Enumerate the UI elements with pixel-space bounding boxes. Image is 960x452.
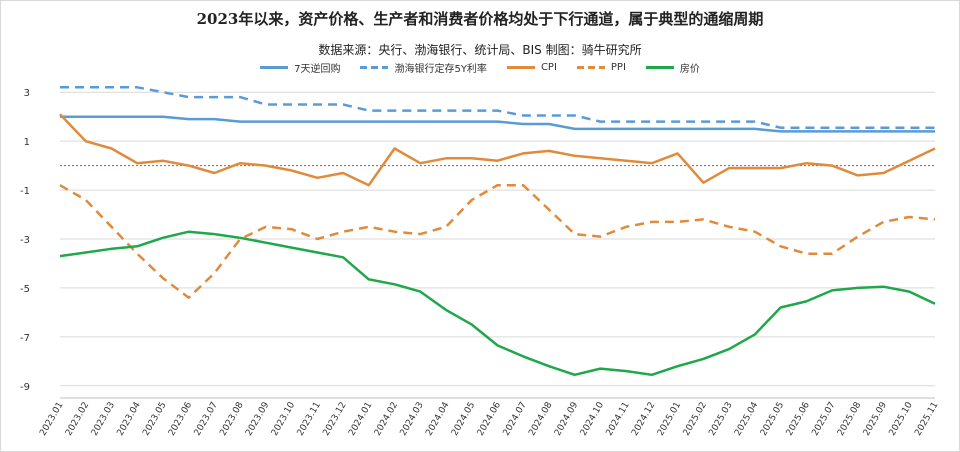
legend-swatch: [360, 66, 389, 69]
x-tick-label: 2025.05: [759, 401, 786, 438]
series-line-1: [60, 86, 935, 129]
legend-swatch: [576, 66, 605, 69]
y-tick-label: -5: [20, 284, 30, 295]
legend-label: 房价: [679, 64, 700, 75]
x-tick-label: 2023.09: [244, 400, 271, 437]
chart-subtitle: 数据来源：央行、渤海银行、统计局、BIS 制图：骑牛研究所: [318, 43, 642, 57]
legend-item: PPI: [576, 60, 626, 75]
legend-swatch: [260, 66, 289, 69]
series-line-3: [59, 183, 936, 299]
legend-swatch: [506, 66, 535, 69]
x-tick-label: 2023.12: [321, 401, 348, 438]
x-tick-label: 2025.10: [888, 400, 915, 437]
x-tick-label: 2024.05: [450, 401, 477, 438]
y-tick-label: -9: [20, 382, 30, 393]
x-tick-label: 2024.12: [630, 401, 657, 438]
x-tick-label: 2023.03: [90, 401, 117, 438]
x-tick-label: 2025.11: [913, 401, 940, 438]
x-tick-label: 2024.08: [527, 400, 554, 437]
x-tick-label: 2023.08: [218, 400, 245, 437]
legend-item: 房价: [645, 60, 700, 75]
x-tick-label: 2025.09: [862, 400, 889, 437]
x-tick-label: 2023.02: [64, 401, 91, 438]
x-tick-label: 2025.04: [733, 400, 760, 437]
x-tick-label: 2025.06: [785, 400, 812, 437]
x-tick-label: 2024.09: [553, 400, 580, 437]
legend-item: CPI: [506, 60, 557, 75]
x-tick-label: 2023.10: [270, 400, 297, 437]
x-tick-label: 2024.06: [476, 400, 503, 437]
legend-label: 渤海银行定存5Y利率: [394, 64, 487, 75]
chart-legend: 7天逆回购 渤海银行定存5Y利率 CPI PPI 房价: [0, 60, 960, 75]
legend-label: CPI: [540, 62, 557, 73]
legend-swatch: [645, 66, 674, 69]
legend-item: 7天逆回购: [260, 60, 340, 75]
x-tick-label: 2025.01: [656, 401, 683, 438]
legend-label: PPI: [610, 62, 626, 73]
x-tick-label: 2024.11: [605, 401, 632, 438]
x-tick-label: 2025.03: [707, 401, 734, 438]
x-tick-label: 2024.03: [399, 401, 426, 438]
x-tick-label: 2024.01: [347, 401, 374, 438]
x-tick-label: 2023.11: [296, 401, 323, 438]
x-tick-label: 2025.02: [682, 401, 709, 438]
y-tick-label: -1: [20, 186, 30, 197]
series-line-2: [59, 113, 936, 187]
x-tick-label: 2025.07: [810, 401, 837, 438]
x-tick-label: 2024.02: [373, 401, 400, 438]
x-tick-label: 2024.07: [502, 401, 529, 438]
legend-item: 渤海银行定存5Y利率: [360, 60, 487, 75]
x-tick-label: 2023.05: [141, 401, 168, 438]
y-tick-label: -3: [20, 235, 30, 246]
y-tick-label: -7: [20, 333, 30, 344]
legend-label: 7天逆回购: [294, 64, 341, 75]
series-line-4: [59, 230, 936, 377]
x-tick-label: 2024.10: [579, 400, 606, 437]
x-tick-label: 2024.04: [424, 400, 451, 437]
x-tick-label: 2025.08: [836, 400, 863, 437]
chart-title: 2023年以来，资产价格、生产者和消费者价格均处于下行通道，属于典型的通缩周期: [196, 10, 764, 28]
x-tick-label: 2023.01: [38, 401, 65, 438]
y-tick-label: 3: [24, 88, 30, 99]
x-tick-label: 2023.06: [167, 400, 194, 437]
series-line-0: [60, 115, 935, 133]
x-tick-label: 2023.04: [116, 400, 143, 437]
y-tick-label: 1: [24, 137, 30, 148]
x-tick-label: 2023.07: [193, 401, 220, 438]
